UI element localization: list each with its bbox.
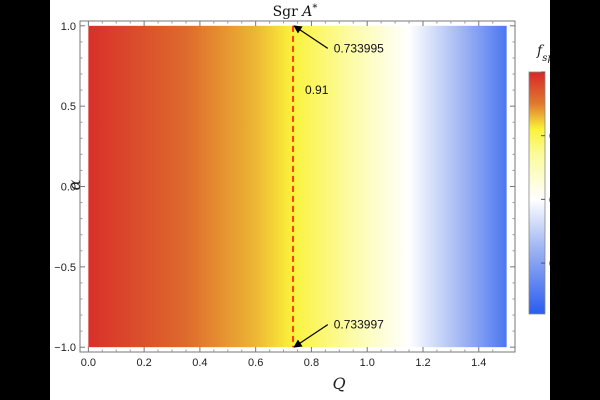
annotation-label: 0.733997 xyxy=(334,318,384,332)
colorbar-title: fsp xyxy=(536,43,550,64)
x-tick-label: 1.0 xyxy=(360,357,375,369)
colorbar-tick-label: 0.9 xyxy=(549,131,550,143)
x-tick-label: 0.6 xyxy=(248,357,263,369)
annotation-arrow xyxy=(293,324,329,348)
y-axis-label: α xyxy=(65,179,84,190)
annotation-label: 0.733995 xyxy=(334,41,384,55)
heatmap-field xyxy=(88,25,507,348)
y-tick-label: 1.0 xyxy=(61,21,76,33)
heatmap-chart: 0.0 0.2 0.4 0.6 0.8 1.0 1.2 1.4 1.0 0.5 0.0 −0.5 −1.… xyxy=(54,3,550,394)
y-tick-label: −0.5 xyxy=(54,262,76,274)
x-tick-label: 0.4 xyxy=(192,357,207,369)
colorbar-tick-label: 1.0 xyxy=(549,67,550,79)
x-tick-label: 0.0 xyxy=(81,357,96,369)
plot-area: 0.0 0.2 0.4 0.6 0.8 1.0 1.2 1.4 1.0 0.5 0.0 −0.5 −1.… xyxy=(54,20,516,369)
colorbar: 1.0 0.9 0.8 0.7 xyxy=(528,67,550,315)
y-tick-label: 0.0 xyxy=(61,182,76,194)
contour-label: 0.91 xyxy=(305,83,329,97)
annotation-arrow xyxy=(293,25,329,49)
x-tick-label: 1.2 xyxy=(415,357,430,369)
y-tick-label: 0.5 xyxy=(61,101,76,113)
y-tick-label: −1.0 xyxy=(54,342,76,354)
colorbar-gradient xyxy=(528,71,546,315)
x-tick-label: 1.4 xyxy=(471,357,486,369)
x-tick-label: 0.2 xyxy=(136,357,151,369)
colorbar-tick-label: 0.7 xyxy=(549,258,550,270)
chart-title: Sgr A* xyxy=(273,3,318,21)
colorbar-tick-label: 0.8 xyxy=(549,194,550,206)
x-axis-label: Q xyxy=(332,374,345,393)
chart-canvas: 0.0 0.2 0.4 0.6 0.8 1.0 1.2 1.4 1.0 0.5 0.0 −0.5 −1.… xyxy=(50,0,550,400)
x-tick-label: 0.8 xyxy=(304,357,319,369)
